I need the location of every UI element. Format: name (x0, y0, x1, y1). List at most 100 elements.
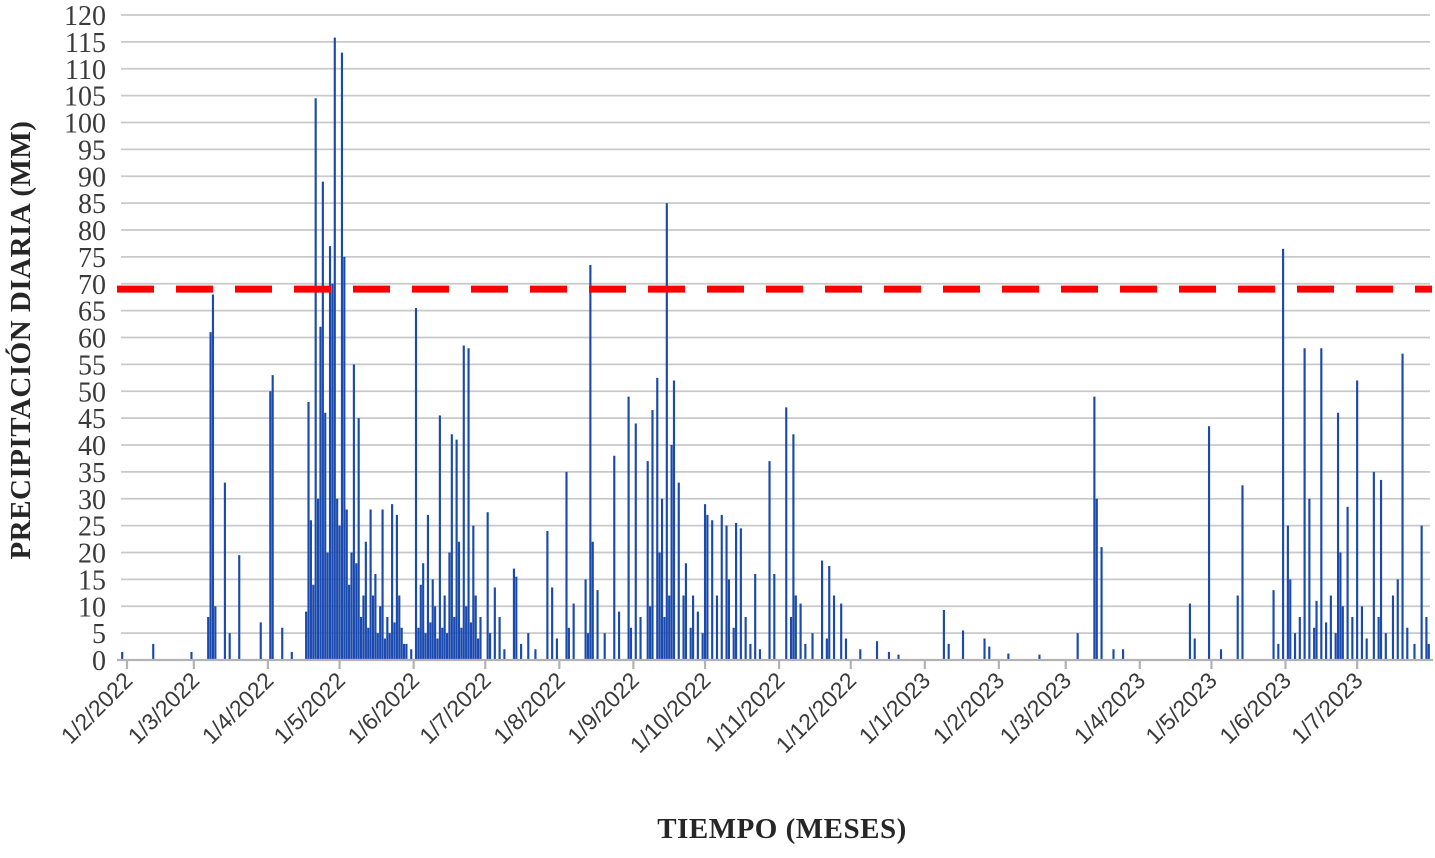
bar (422, 563, 425, 660)
bar (331, 283, 334, 660)
bar (875, 641, 879, 660)
bar (692, 595, 695, 660)
y-tick-label: 40 (78, 431, 106, 462)
bar (677, 482, 680, 661)
bar (591, 541, 594, 660)
bar (658, 552, 661, 660)
bar (596, 590, 599, 661)
bar (565, 471, 568, 661)
bar (859, 649, 862, 660)
bar (768, 461, 771, 661)
bar (844, 638, 848, 660)
bar (555, 638, 559, 660)
bar (290, 651, 293, 660)
bar (887, 651, 891, 660)
bar (1121, 649, 1125, 660)
bar (1193, 638, 1196, 660)
bar (355, 563, 358, 660)
bar (794, 595, 797, 660)
bar (1365, 638, 1368, 660)
bar (1298, 617, 1301, 660)
bar (1282, 248, 1285, 660)
bar (326, 552, 329, 660)
bar (319, 326, 322, 660)
y-tick-label: 35 (78, 458, 106, 489)
bar (472, 525, 475, 661)
x-tick-label: 1/6/2023 (1214, 667, 1296, 749)
bar (312, 584, 315, 660)
bar (1236, 595, 1239, 660)
bar (305, 611, 308, 661)
bar (457, 541, 461, 660)
y-tick-label: 15 (78, 565, 106, 596)
bar (715, 595, 719, 660)
bar (1351, 617, 1354, 660)
bar (477, 638, 480, 660)
bar (1277, 643, 1280, 661)
bar (1425, 617, 1428, 660)
bar (720, 514, 723, 661)
bar (469, 622, 473, 661)
x-tick-label: 1/1/2023 (854, 667, 936, 749)
bar (1007, 653, 1010, 660)
bar (1308, 498, 1311, 660)
y-tick-label: 70 (78, 270, 106, 301)
bar (785, 407, 788, 661)
y-tick-label: 5 (92, 619, 106, 650)
bar (551, 587, 554, 660)
bar (316, 498, 320, 660)
bar (656, 377, 659, 660)
bar (1093, 396, 1096, 661)
bar (627, 396, 630, 661)
y-tick-label: 115 (65, 28, 106, 59)
bar (333, 37, 336, 660)
bar (1303, 348, 1306, 660)
x-tick-label: 1/2/2022 (56, 667, 138, 749)
bar (362, 595, 365, 660)
bar (207, 617, 210, 660)
bar (684, 563, 687, 660)
bar (1334, 633, 1337, 661)
bar (1406, 627, 1409, 660)
bar (840, 603, 843, 660)
bar (386, 617, 389, 660)
bar (488, 633, 492, 661)
bar (988, 646, 991, 660)
bar (572, 603, 575, 660)
bar (1341, 606, 1344, 660)
bar (324, 412, 327, 660)
y-tick-label: 105 (64, 82, 106, 113)
bar (438, 415, 441, 660)
bar (388, 633, 391, 661)
bar (211, 294, 215, 660)
bar (434, 606, 437, 660)
bar (238, 555, 241, 660)
bar (983, 638, 986, 660)
bar (961, 630, 965, 660)
bar (486, 512, 489, 660)
y-tick-label: 25 (78, 512, 106, 543)
bar (455, 439, 458, 661)
bar (223, 482, 226, 661)
bar (947, 643, 950, 661)
bar (1336, 412, 1340, 660)
bar (567, 627, 570, 660)
bar (228, 633, 231, 661)
bar (374, 574, 377, 660)
bar (414, 307, 418, 660)
bar (453, 617, 456, 660)
bar (376, 633, 379, 661)
y-axis-title: PRECIPITACIÓN DIARIA (MM) (4, 121, 37, 560)
bar (371, 595, 375, 660)
bar (1413, 643, 1416, 661)
bar (749, 643, 752, 661)
bar (1339, 552, 1342, 660)
bar (744, 617, 747, 660)
bar (1100, 547, 1103, 661)
bar (1427, 643, 1430, 661)
bar (281, 627, 284, 660)
bar (1356, 380, 1359, 660)
bar (309, 520, 312, 660)
bar (121, 651, 124, 660)
bar (670, 445, 673, 660)
